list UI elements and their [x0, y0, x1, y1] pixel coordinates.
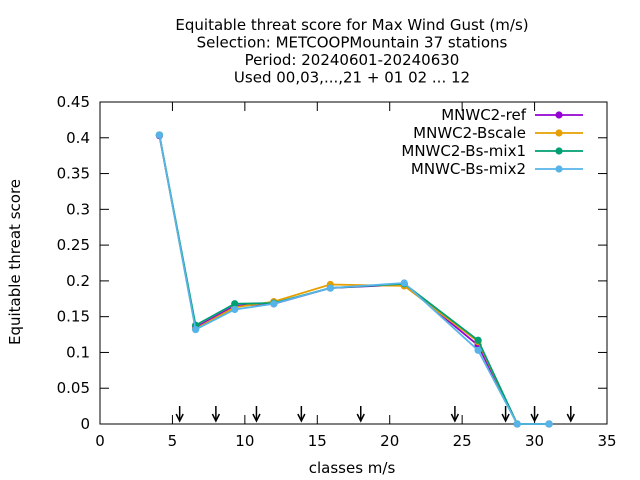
y-tick-label: 0.25 [57, 236, 90, 254]
threshold-arrow [566, 406, 575, 423]
arrow-head [356, 413, 365, 423]
legend-swatch-marker [555, 165, 563, 173]
legend-swatch-marker [555, 129, 563, 137]
series-line [158, 134, 550, 425]
data-point [155, 131, 163, 139]
x-tick-label: 20 [380, 432, 399, 450]
legend-label: MNWC2-Bscale [413, 124, 526, 142]
series-line [158, 134, 550, 425]
arrow-head [501, 413, 510, 423]
data-point [192, 325, 200, 334]
y-tick-label: 0.45 [57, 93, 90, 111]
x-tick-label: 30 [525, 432, 544, 450]
x-axis-label: classes m/s [309, 459, 396, 477]
series-mnwc-bs-mix2 [155, 131, 553, 428]
chart-title: Equitable threat score for Max Wind Gust… [175, 16, 528, 87]
arrow-head [566, 413, 575, 423]
x-tick-label: 25 [453, 432, 472, 450]
legend-entry: MNWC2-Bs-mix1 [401, 142, 583, 160]
y-tick-label: 0 [80, 415, 90, 433]
threshold-arrow [297, 406, 306, 423]
legend-swatch-marker [555, 111, 563, 119]
data-point [474, 336, 482, 344]
threshold-arrow [450, 406, 460, 423]
title-line: Period: 20240601-20240630 [245, 51, 460, 69]
plot-border [99, 101, 608, 425]
arrow-head [175, 413, 184, 423]
data-point [270, 300, 278, 308]
x-tick-label: 5 [168, 432, 178, 450]
x-tick-label: 15 [308, 432, 327, 450]
legend-swatch-marker [555, 147, 563, 155]
data-point [231, 300, 239, 308]
legend-label: MNWC-Bs-mix2 [411, 160, 526, 178]
threshold-arrow [252, 406, 261, 423]
x-tick-label: 0 [95, 432, 105, 450]
y-tick-label: 0.3 [66, 200, 90, 218]
arrow-head [252, 413, 261, 423]
plot-area [99, 101, 608, 425]
series-line [158, 134, 550, 425]
arrow-head [450, 413, 460, 423]
threshold-arrow [175, 406, 184, 423]
y-tick-label: 0.15 [57, 308, 90, 326]
axis-ticks: 0 0.05 0.1 0.15 0.2 0.25 0.3 0.35 0.4 0.45 0 5 10 15 2… [57, 93, 617, 450]
threshold-arrow [356, 406, 365, 423]
data-point [474, 346, 482, 354]
title-line: Equitable threat score for Max Wind Gust… [175, 16, 528, 34]
y-tick-label: 0.1 [66, 343, 90, 361]
legend-label: MNWC2-ref [441, 106, 526, 124]
y-tick-label: 0.4 [66, 129, 90, 147]
legend-entry: MNWC2-Bscale [413, 124, 583, 142]
x-tick-label: 10 [235, 432, 254, 450]
y-tick-label: 0.05 [57, 379, 90, 397]
legend-entry: MNWC2-ref [441, 106, 583, 124]
data-point [545, 420, 553, 428]
legend-entry: MNWC-Bs-mix2 [411, 160, 583, 178]
title-line: Selection: METCOOPMountain 37 stations [197, 34, 508, 52]
y-tick-label: 0.35 [57, 165, 90, 183]
title-line: Used 00,03,...,21 + 01 02 ... 12 [234, 69, 470, 87]
series-line [158, 135, 550, 425]
legend: MNWC2-refMNWC2-BscaleMNWC2-Bs-mix1MNWC-B… [401, 106, 583, 178]
data-point [231, 305, 239, 314]
arrow-head [211, 413, 221, 423]
threshold-arrows [175, 406, 575, 423]
threshold-arrow [530, 406, 539, 423]
arrow-head [297, 413, 306, 423]
threshold-arrow [211, 406, 221, 423]
data-point [513, 420, 521, 428]
x-tick-label: 35 [597, 432, 616, 450]
threshold-arrow [501, 406, 510, 423]
arrow-head [530, 413, 539, 423]
series-lines [155, 131, 553, 428]
y-tick-label: 0.2 [66, 272, 90, 290]
data-point [326, 284, 334, 292]
data-point [400, 279, 408, 287]
y-axis-label: Equitable threat score [6, 179, 24, 345]
legend-label: MNWC2-Bs-mix1 [401, 142, 526, 160]
